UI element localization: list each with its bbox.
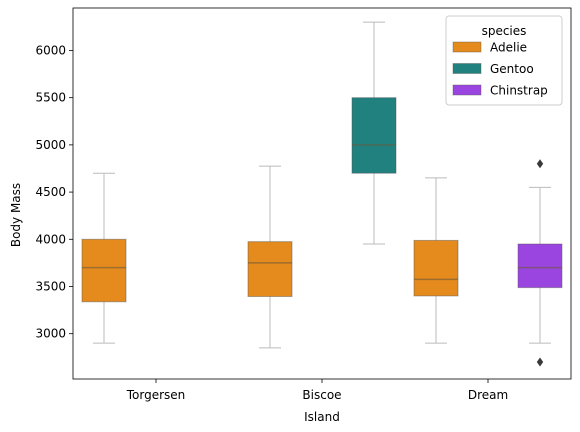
y-tick-label: 5000 — [35, 138, 66, 152]
y-axis-label: Body Mass — [9, 183, 23, 247]
legend-label: Chinstrap — [490, 84, 548, 98]
box-iqr — [517, 243, 563, 289]
y-tick-label: 3000 — [35, 327, 66, 341]
legend-swatch — [452, 41, 482, 53]
box-adelie-dream — [413, 177, 459, 344]
legend-label: Gentoo — [490, 62, 534, 76]
x-tick-label: Torgersen — [126, 388, 186, 402]
legend-title: species — [482, 24, 527, 38]
y-tick-label: 4000 — [35, 232, 66, 246]
box-iqr — [351, 97, 397, 174]
plot-frame — [72, 7, 572, 380]
box-gentoo-biscoe — [351, 21, 397, 245]
legend-frame — [445, 15, 563, 106]
outlier-point — [536, 357, 544, 367]
legend-swatch — [452, 63, 482, 74]
box-iqr — [247, 241, 293, 297]
legend-swatch — [452, 84, 482, 96]
x-axis-label: Island — [304, 410, 340, 424]
x-tick-label: Dream — [468, 388, 508, 402]
box-chinstrap-dream — [517, 159, 563, 367]
box-adelie-torgersen — [81, 172, 127, 344]
box-iqr — [413, 239, 459, 297]
box-adelie-biscoe — [247, 165, 293, 349]
x-axis-ticks: Torgersen Biscoe Dream — [126, 379, 508, 402]
box-iqr — [81, 238, 127, 303]
y-tick-label: 5500 — [35, 91, 66, 105]
y-tick-label: 3500 — [35, 279, 66, 293]
legend-label: Adelie — [490, 41, 527, 55]
x-tick-label: Biscoe — [302, 388, 341, 402]
y-tick-label: 6000 — [35, 43, 66, 57]
outlier-point — [536, 159, 544, 169]
y-axis-ticks: 3000 3500 4000 4500 5000 5500 6000 — [35, 43, 73, 341]
legend: species Adelie Gentoo Chinstrap — [445, 15, 563, 106]
box-series — [81, 21, 563, 367]
y-tick-label: 4500 — [35, 185, 66, 199]
